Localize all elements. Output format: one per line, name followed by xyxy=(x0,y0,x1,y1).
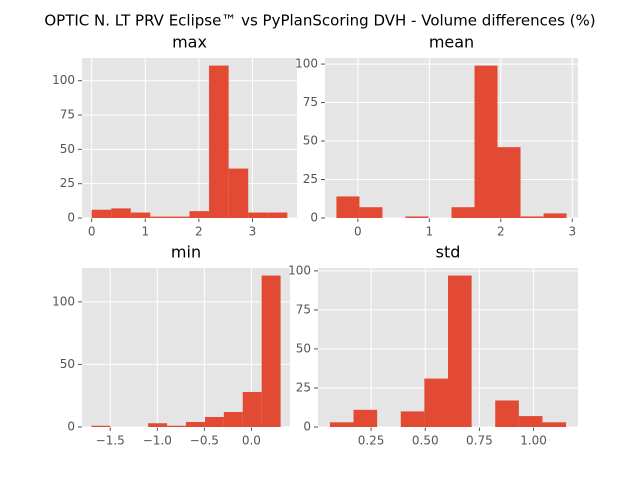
bar xyxy=(111,208,131,218)
bar xyxy=(204,416,224,427)
bar xyxy=(130,212,151,218)
bar xyxy=(405,216,429,218)
y-tick-label: 0 xyxy=(67,420,75,434)
y-tick-label: 50 xyxy=(303,134,318,148)
x-tick-label: 0.50 xyxy=(412,434,439,448)
bar xyxy=(451,207,475,218)
bar xyxy=(518,416,543,427)
bar xyxy=(209,65,229,218)
y-tick-label: 50 xyxy=(60,357,75,371)
y-tick-label: 75 xyxy=(60,108,75,122)
bar xyxy=(228,168,249,218)
bar xyxy=(223,411,243,427)
x-tick-label: 2 xyxy=(195,225,203,239)
y-tick-label: 50 xyxy=(296,341,311,355)
subplot-title: max xyxy=(172,33,207,52)
x-tick-label: −1.5 xyxy=(96,434,125,448)
bar xyxy=(189,211,210,218)
x-tick-label: 0 xyxy=(354,225,362,239)
bar xyxy=(267,212,288,218)
y-tick-label: 100 xyxy=(52,294,75,308)
x-tick-label: 0 xyxy=(88,225,96,239)
bar xyxy=(150,216,170,218)
y-tick-label: 75 xyxy=(296,302,311,316)
bar xyxy=(336,196,360,218)
bar xyxy=(424,378,448,427)
x-tick-label: 1 xyxy=(426,225,434,239)
subplot-title: mean xyxy=(429,33,474,52)
x-tick-label: 2 xyxy=(497,225,505,239)
bar xyxy=(167,425,186,427)
y-tick-label: 75 xyxy=(303,95,318,109)
y-tick-label: 50 xyxy=(60,142,75,156)
plot-area xyxy=(325,58,578,218)
subplot-title: std xyxy=(436,243,461,262)
bar xyxy=(91,425,111,427)
x-tick-label: 0.75 xyxy=(466,434,493,448)
bar xyxy=(169,216,190,218)
x-tick-label: −0.5 xyxy=(190,434,219,448)
figure-title: OPTIC N. LT PRV Eclipse™ vs PyPlanScorin… xyxy=(44,12,595,30)
y-tick-label: 25 xyxy=(296,380,311,394)
x-tick-label: −1.0 xyxy=(143,434,172,448)
y-tick-label: 0 xyxy=(310,211,318,225)
bar xyxy=(497,147,521,218)
bar xyxy=(474,65,498,218)
bar xyxy=(242,391,262,427)
x-tick-label: 1.00 xyxy=(520,434,547,448)
bar xyxy=(448,275,472,427)
bar xyxy=(520,216,544,218)
bar xyxy=(543,213,567,218)
bar xyxy=(359,207,383,218)
y-tick-label: 0 xyxy=(303,420,311,434)
bar xyxy=(148,423,168,427)
y-tick-label: 0 xyxy=(67,211,75,225)
x-tick-label: 1 xyxy=(141,225,149,239)
bar xyxy=(91,209,112,218)
bar xyxy=(542,422,567,427)
y-tick-label: 100 xyxy=(52,73,75,87)
bar xyxy=(186,421,205,427)
x-tick-label: 3 xyxy=(568,225,576,239)
y-tick-label: 25 xyxy=(60,176,75,190)
bar xyxy=(353,409,378,427)
bar xyxy=(400,411,425,427)
x-tick-label: 0.0 xyxy=(242,434,261,448)
bar xyxy=(329,422,354,427)
plot-area xyxy=(82,58,297,218)
y-tick-label: 100 xyxy=(295,57,318,71)
x-tick-label: 0.25 xyxy=(358,434,385,448)
subplot-title: min xyxy=(171,243,201,262)
bar xyxy=(495,400,519,427)
y-tick-label: 25 xyxy=(303,172,318,186)
x-tick-label: 3 xyxy=(249,225,257,239)
y-tick-label: 100 xyxy=(288,263,311,277)
bar xyxy=(248,212,268,218)
bar xyxy=(261,275,281,427)
